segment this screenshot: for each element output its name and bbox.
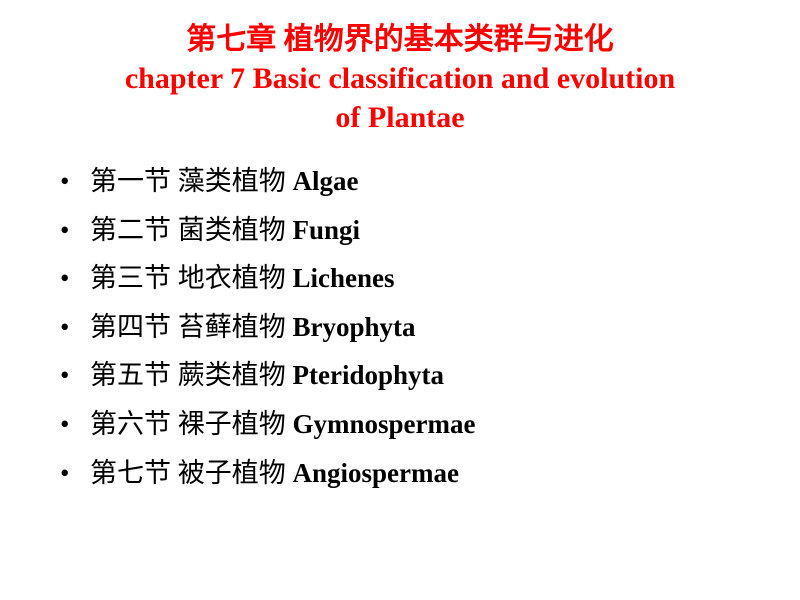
list-item: 第七节 被子植物 Angiospermae — [60, 449, 770, 498]
section-cn-label: 第五节 蕨类植物 — [90, 360, 293, 390]
section-cn-label: 第三节 地衣植物 — [90, 263, 293, 293]
list-item: 第五节 蕨类植物 Pteridophyta — [60, 351, 770, 400]
section-cn-label: 第六节 裸子植物 — [90, 409, 293, 439]
list-item: 第二节 菌类植物 Fungi — [60, 206, 770, 255]
list-item: 第一节 藻类植物 Algae — [60, 157, 770, 206]
section-cn-label: 第二节 菌类植物 — [90, 215, 293, 245]
chapter-title-english-line2: of Plantae — [30, 98, 770, 137]
section-en-label: Bryophyta — [293, 312, 416, 342]
section-en-label: Angiospermae — [293, 458, 459, 488]
section-list: 第一节 藻类植物 Algae 第二节 菌类植物 Fungi 第三节 地衣植物 L… — [30, 157, 770, 497]
section-cn-label: 第一节 藻类植物 — [90, 166, 293, 196]
title-block: 第七章 植物界的基本类群与进化 chapter 7 Basic classifi… — [30, 20, 770, 137]
list-item: 第六节 裸子植物 Gymnospermae — [60, 400, 770, 449]
list-item: 第四节 苔藓植物 Bryophyta — [60, 303, 770, 352]
chapter-title-english-line1: chapter 7 Basic classification and evolu… — [30, 59, 770, 98]
section-cn-label: 第七节 被子植物 — [90, 458, 293, 488]
section-en-label: Fungi — [293, 215, 361, 245]
section-en-label: Lichenes — [293, 263, 395, 293]
section-en-label: Pteridophyta — [293, 360, 445, 390]
chapter-title-chinese: 第七章 植物界的基本类群与进化 — [30, 20, 770, 59]
section-en-label: Algae — [293, 166, 359, 196]
list-item: 第三节 地衣植物 Lichenes — [60, 254, 770, 303]
section-en-label: Gymnospermae — [293, 409, 476, 439]
section-cn-label: 第四节 苔藓植物 — [90, 312, 293, 342]
